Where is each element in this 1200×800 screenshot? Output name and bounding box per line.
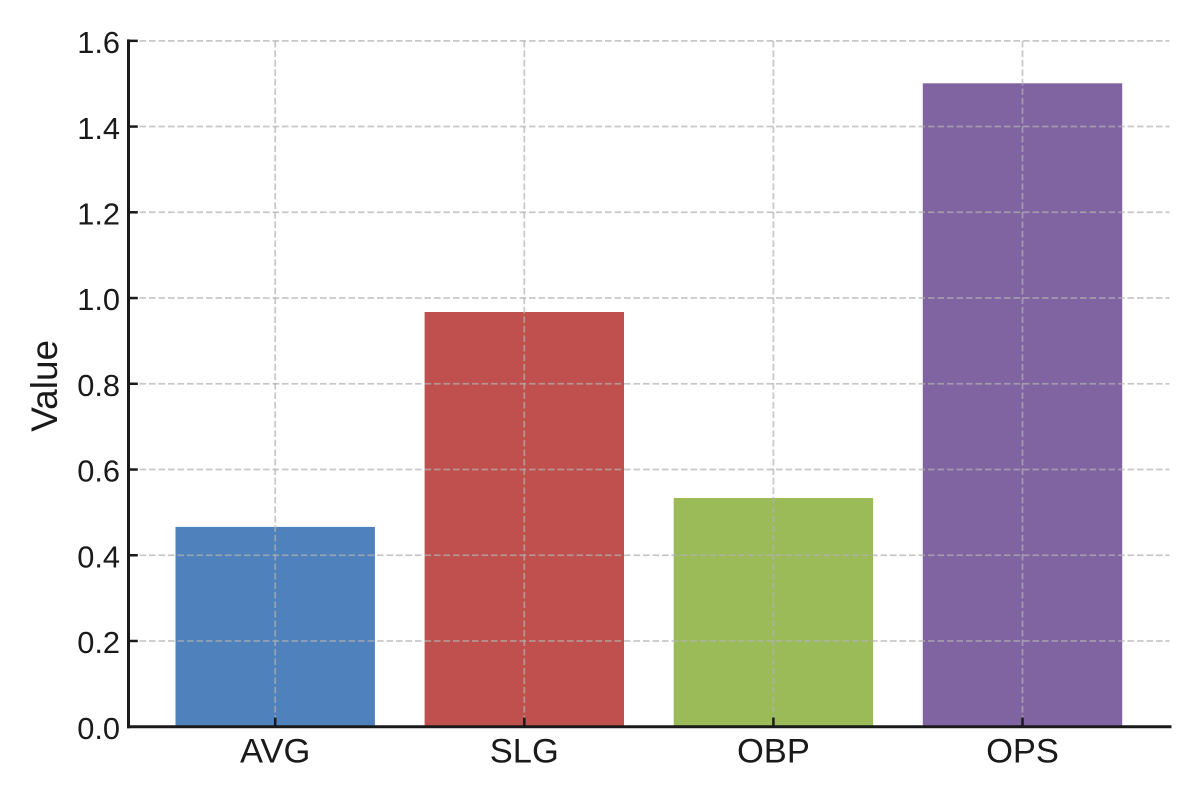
svg-text:0.6: 0.6: [77, 454, 120, 489]
svg-text:OPS: OPS: [986, 733, 1059, 771]
svg-text:1.6: 1.6: [77, 25, 120, 60]
svg-text:AVG: AVG: [240, 733, 310, 771]
svg-text:1.0: 1.0: [77, 282, 120, 317]
svg-text:0.0: 0.0: [77, 711, 120, 746]
svg-text:1.2: 1.2: [77, 197, 120, 232]
svg-text:Value: Value: [24, 340, 65, 432]
svg-text:SLG: SLG: [490, 733, 559, 771]
svg-text:0.4: 0.4: [77, 539, 120, 574]
svg-text:OBP: OBP: [737, 733, 810, 771]
svg-text:1.4: 1.4: [77, 111, 120, 146]
svg-text:0.8: 0.8: [77, 368, 120, 403]
svg-text:0.2: 0.2: [77, 625, 120, 660]
